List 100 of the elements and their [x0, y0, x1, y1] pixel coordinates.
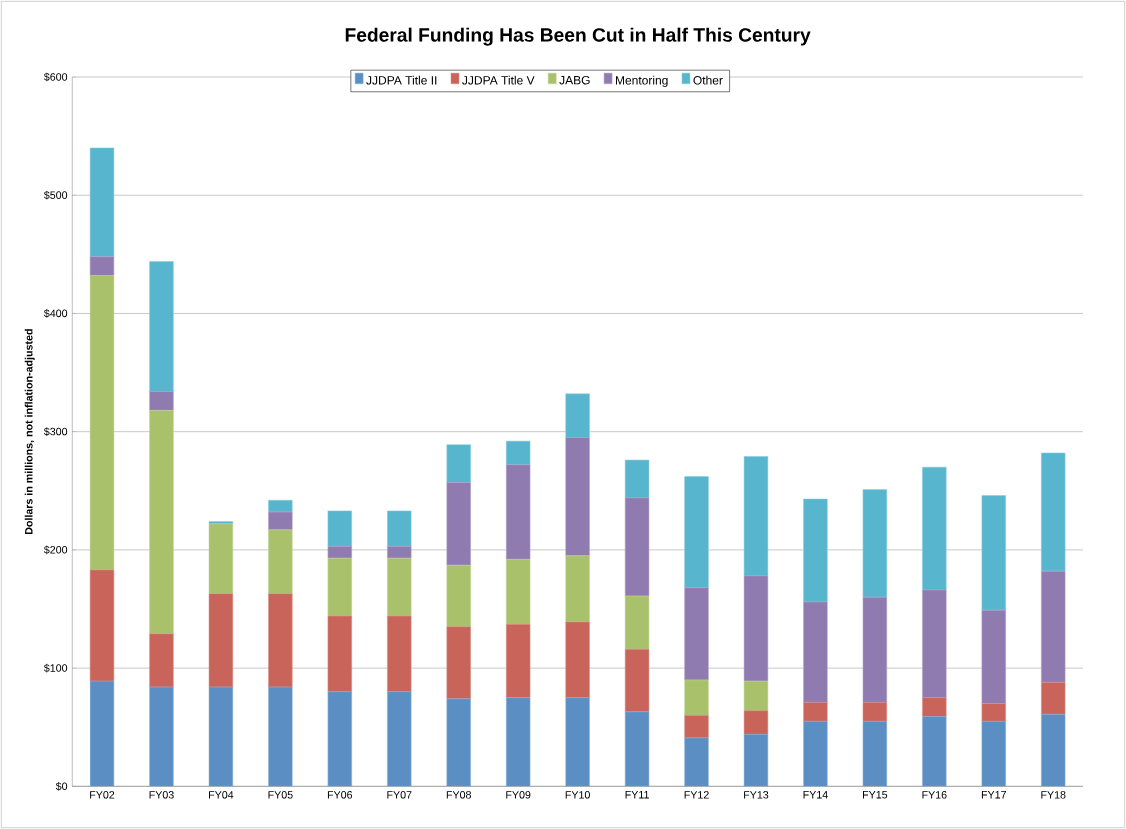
bar	[446, 564, 471, 627]
x-tick-label: FY06	[327, 791, 353, 799]
bar	[565, 393, 590, 438]
bar	[387, 691, 412, 787]
bar	[743, 680, 769, 711]
bar	[506, 559, 531, 625]
bar	[803, 721, 828, 787]
y-tick-label: $500	[43, 190, 68, 200]
x-tick-label: FY07	[387, 791, 412, 799]
x-tick-label: FY03	[149, 791, 174, 799]
y-tick-label: $400	[43, 309, 68, 318]
bar	[803, 702, 828, 722]
x-tick-label: FY12	[684, 791, 709, 799]
bar	[327, 546, 352, 559]
bar	[981, 495, 1006, 611]
legend-label: JJDPA Title V	[462, 75, 535, 85]
x-tick-label: FY13	[744, 791, 769, 799]
legend-label: Other	[693, 75, 723, 85]
bar	[565, 621, 590, 698]
legend-label: JABG	[559, 75, 590, 85]
bar	[208, 686, 234, 787]
bar	[149, 686, 174, 787]
x-tick-label: FY09	[506, 791, 531, 799]
bar	[624, 595, 650, 650]
bar	[89, 569, 115, 682]
x-tick-label: FY17	[981, 791, 1006, 799]
x-tick-label: FY05	[268, 791, 293, 799]
bar	[327, 691, 352, 787]
bar	[922, 716, 947, 787]
y-tick-label: $600	[43, 72, 68, 82]
bar	[743, 734, 769, 787]
bar	[862, 721, 888, 787]
bar	[327, 615, 352, 693]
x-tick-label: FY10	[565, 791, 590, 799]
x-tick-label: FY14	[803, 791, 828, 799]
bar	[387, 557, 412, 617]
bar	[981, 703, 1006, 722]
y-tick-label: $300	[43, 427, 68, 436]
bar	[89, 680, 115, 787]
bar	[743, 575, 769, 682]
legend-label: JJDPA Title II	[366, 75, 437, 85]
bar	[506, 464, 531, 560]
bar	[268, 686, 293, 787]
bar	[684, 587, 709, 681]
bar	[684, 737, 709, 787]
bar	[89, 147, 115, 257]
chart-title: Federal Funding Has Been Cut in Half This Century	[345, 27, 811, 46]
bar	[803, 498, 828, 603]
bar	[922, 697, 947, 717]
bar	[743, 710, 769, 735]
bar	[922, 589, 947, 698]
bar	[922, 466, 947, 591]
bar	[506, 697, 531, 787]
y-tick-label: $0	[55, 782, 68, 791]
bar	[981, 721, 1006, 787]
bar	[149, 633, 174, 688]
bar	[208, 593, 234, 688]
bar	[149, 410, 174, 635]
bar	[684, 715, 709, 739]
bar	[327, 510, 352, 547]
bar	[1041, 452, 1066, 572]
bar	[624, 711, 650, 787]
bar	[565, 437, 590, 557]
bar	[446, 482, 471, 566]
bar	[327, 557, 352, 617]
bar	[803, 601, 828, 703]
bar	[268, 529, 293, 594]
bar	[624, 648, 650, 713]
x-tick-label: FY16	[922, 791, 947, 799]
bar	[862, 596, 888, 703]
x-tick-label: FY08	[446, 791, 471, 799]
bar	[268, 593, 293, 688]
y-tick-label: $100	[43, 663, 68, 673]
bar	[446, 626, 471, 700]
x-tick-label: FY15	[863, 791, 888, 799]
bar	[208, 523, 234, 594]
bar	[387, 615, 412, 693]
bar	[89, 275, 115, 571]
bar	[506, 624, 531, 698]
bar	[684, 476, 709, 588]
bar	[387, 546, 412, 559]
bar	[387, 510, 412, 547]
x-tick-label: FY02	[90, 791, 115, 799]
bar	[1041, 570, 1066, 683]
bar	[1041, 682, 1066, 715]
bar	[981, 609, 1006, 704]
x-tick-label: FY11	[625, 791, 649, 799]
bar	[684, 679, 709, 716]
bar	[268, 499, 293, 513]
bar	[446, 444, 471, 483]
bar	[1041, 713, 1066, 787]
bar	[149, 391, 174, 411]
y-axis-title: Dollars in millions, not inflation-adjusted	[24, 329, 35, 535]
bar	[624, 459, 650, 499]
bar	[565, 555, 590, 623]
bar	[565, 697, 590, 787]
bar	[624, 497, 650, 597]
bar	[862, 702, 888, 722]
bar	[862, 489, 888, 598]
bar	[149, 261, 174, 392]
